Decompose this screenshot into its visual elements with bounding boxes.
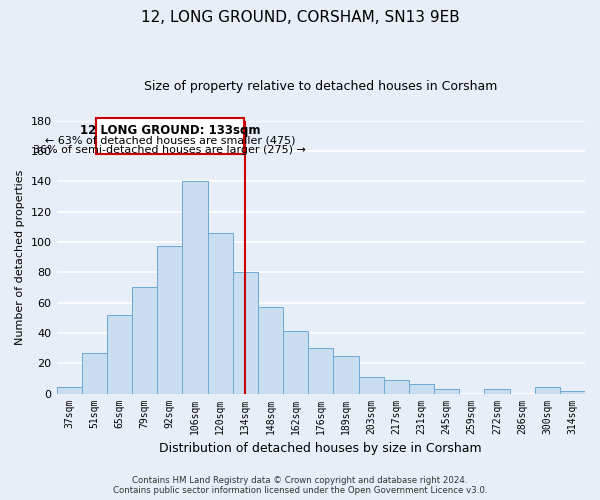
Bar: [132, 288, 157, 394]
FancyBboxPatch shape: [95, 118, 244, 154]
Bar: [535, 388, 560, 394]
Text: 12 LONG GROUND: 133sqm: 12 LONG GROUND: 133sqm: [80, 124, 260, 137]
Bar: [258, 307, 283, 394]
Bar: [208, 233, 233, 394]
Bar: [308, 348, 334, 394]
Bar: [409, 384, 434, 394]
Bar: [82, 352, 107, 394]
Y-axis label: Number of detached properties: Number of detached properties: [15, 170, 25, 344]
Bar: [182, 181, 208, 394]
Bar: [484, 389, 509, 394]
Bar: [157, 246, 182, 394]
Text: Contains HM Land Registry data © Crown copyright and database right 2024.
Contai: Contains HM Land Registry data © Crown c…: [113, 476, 487, 495]
Bar: [359, 377, 383, 394]
Bar: [283, 332, 308, 394]
Title: Size of property relative to detached houses in Corsham: Size of property relative to detached ho…: [144, 80, 497, 93]
X-axis label: Distribution of detached houses by size in Corsham: Distribution of detached houses by size …: [160, 442, 482, 455]
Bar: [383, 380, 409, 394]
Bar: [107, 314, 132, 394]
Text: ← 63% of detached houses are smaller (475): ← 63% of detached houses are smaller (47…: [44, 136, 295, 145]
Bar: [334, 356, 359, 394]
Text: 36% of semi-detached houses are larger (275) →: 36% of semi-detached houses are larger (…: [34, 145, 306, 155]
Bar: [560, 390, 585, 394]
Bar: [233, 272, 258, 394]
Bar: [434, 389, 459, 394]
Bar: [56, 388, 82, 394]
Text: 12, LONG GROUND, CORSHAM, SN13 9EB: 12, LONG GROUND, CORSHAM, SN13 9EB: [140, 10, 460, 25]
